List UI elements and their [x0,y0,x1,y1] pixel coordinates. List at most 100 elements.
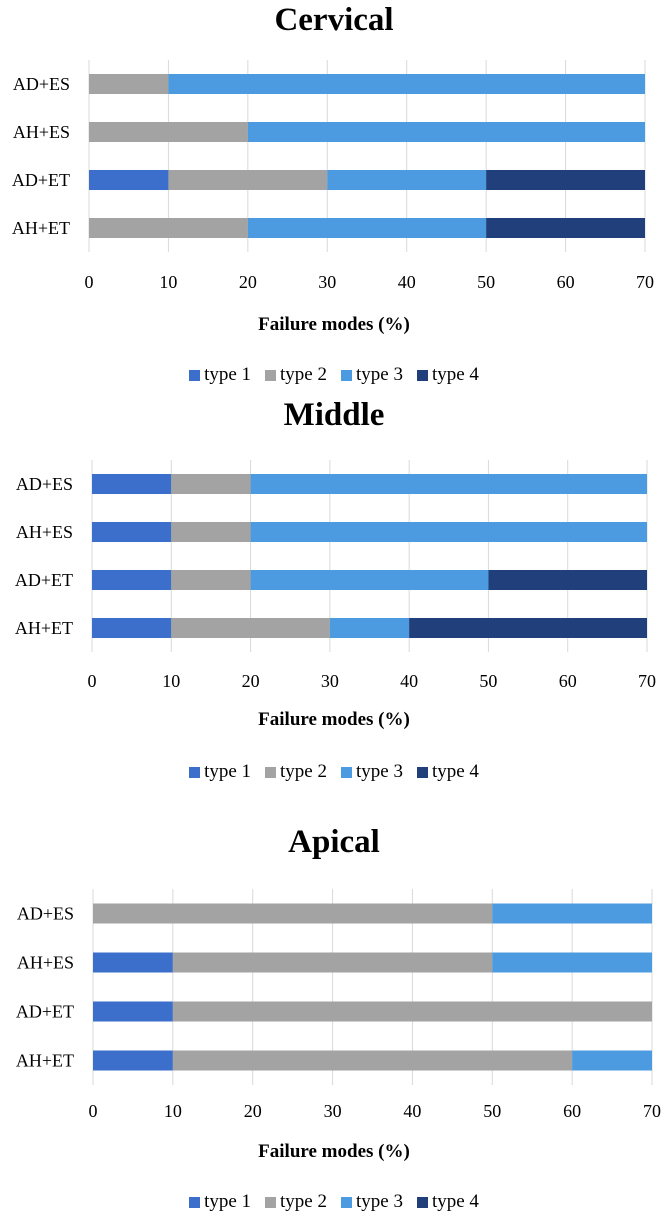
category-label: AH+ET [16,1051,74,1071]
category-label: AD+ET [12,170,70,190]
x-tick-label: 10 [159,272,177,292]
legend: type 1 type 2 type 3 type 4 [0,760,668,784]
legend-swatch-type1 [189,766,201,778]
bar-segment [89,122,248,142]
bar-segment [172,1050,573,1071]
legend-item-type1: type 1 [189,363,251,387]
bar-segment [171,522,251,542]
x-tick-label: 40 [403,1101,421,1121]
legend-label: type 2 [280,364,327,385]
legend-swatch-type2 [265,1196,277,1208]
bar-segment [486,218,645,238]
bar-segment [92,570,172,590]
bar-segment [172,952,493,973]
legend-swatch-type3 [341,766,352,778]
legend-swatch-type3 [341,369,352,381]
category-label: AH+ET [12,218,70,238]
category-label: AH+ES [17,953,74,973]
legend-swatch-type2 [265,369,277,381]
x-tick-label: 70 [638,671,656,691]
bar-segment [250,570,489,590]
x-tick-label: 20 [244,1101,262,1121]
legend-item-type4: type 4 [416,760,479,784]
bar-segment [93,1050,173,1071]
x-tick-label: 60 [557,272,575,292]
legend-swatch-type2 [265,766,277,778]
bar-segment [89,218,248,238]
bar-segment [572,1050,652,1071]
x-tick-label: 60 [563,1101,581,1121]
chart-plot-middle: AD+ES AH+ES AD+ET AH+ET 0 10 20 30 40 50 60 70 [15,460,656,691]
legend-item-type3: type 3 [341,363,403,387]
x-tick-label: 50 [479,671,497,691]
bar-segment [488,570,647,590]
x-tick-label: 50 [477,272,495,292]
bar-segment [92,474,172,494]
legend-label: type 3 [356,1191,403,1212]
legend-swatch-type1 [189,369,201,381]
x-tick-label: 30 [324,1101,342,1121]
bar-segment [329,618,410,638]
x-axis-label: Failure modes (%) [258,314,410,335]
legend-label: type 2 [280,1191,327,1212]
x-tick-label: 10 [164,1101,182,1121]
bar-segment [89,170,169,190]
legend-label: type 1 [204,761,252,782]
legend: type 1 type 2 type 3 type 4 [0,1190,668,1214]
category-label: AD+ES [13,74,70,94]
chart-plot-cervical: AD+ES AH+ES AD+ET AH+ET 0 10 20 30 40 50 60 70 [12,60,654,292]
bar-segment [250,474,648,494]
category-label: AD+ES [17,904,74,924]
category-label: AD+ES [16,474,73,494]
category-label: AH+ES [16,522,73,542]
legend-label: type 2 [280,761,327,782]
x-tick-label: 70 [636,272,654,292]
bar-segment [247,218,487,238]
bar-segment [250,522,648,542]
x-tick-label: 10 [162,671,180,691]
legend-item-type1: type 1 [189,1190,251,1214]
bar-segment [327,170,487,190]
legend-swatch-type4 [416,766,428,778]
category-label: AD+ET [16,1002,74,1022]
x-tick-label: 40 [398,272,416,292]
x-tick-label: 50 [483,1101,501,1121]
bar-segment [171,474,251,494]
category-label: AD+ET [15,570,73,590]
bar-segment [486,170,645,190]
legend: type 1 type 2 type 3 type 4 [0,363,668,387]
legend-label: type 4 [431,1191,479,1212]
bar-segment [492,952,652,973]
chart-title: Cervical [274,2,394,38]
legend-item-type3: type 3 [341,1190,403,1214]
x-tick-label: 30 [318,272,336,292]
legend-label: type 3 [356,761,403,782]
x-axis-label: Failure modes (%) [258,709,410,730]
x-tick-label: 0 [89,1101,98,1121]
legend-item-type2: type 2 [265,363,327,387]
bar-segment [92,618,172,638]
bar-segment [409,618,647,638]
category-label: AH+ES [13,122,70,142]
legend-item-type2: type 2 [265,760,327,784]
x-tick-label: 20 [242,671,260,691]
x-tick-label: 20 [239,272,257,292]
chart-plot-apical: AD+ES AH+ES AD+ET AH+ET 0 10 20 30 40 50 60 70 [16,889,661,1121]
legend-item-type3: type 3 [341,760,403,784]
x-tick-label: 0 [88,671,97,691]
bar-segment [93,903,493,924]
legend-label: type 1 [204,364,252,385]
x-tick-label: 0 [85,272,94,292]
bar-segment [89,74,169,94]
legend-label: type 1 [204,1191,252,1212]
bar-segment [168,74,645,94]
legend-swatch-type1 [189,1196,201,1208]
bar-segment [172,1001,652,1022]
legend-item-type4: type 4 [416,1190,479,1214]
bar-segment [93,952,173,973]
bar-segment [93,1001,173,1022]
legend-swatch-type3 [341,1196,352,1208]
legend-swatch-type4 [416,1196,428,1208]
chart-title: Middle [283,397,385,433]
legend-item-type4: type 4 [416,363,479,387]
